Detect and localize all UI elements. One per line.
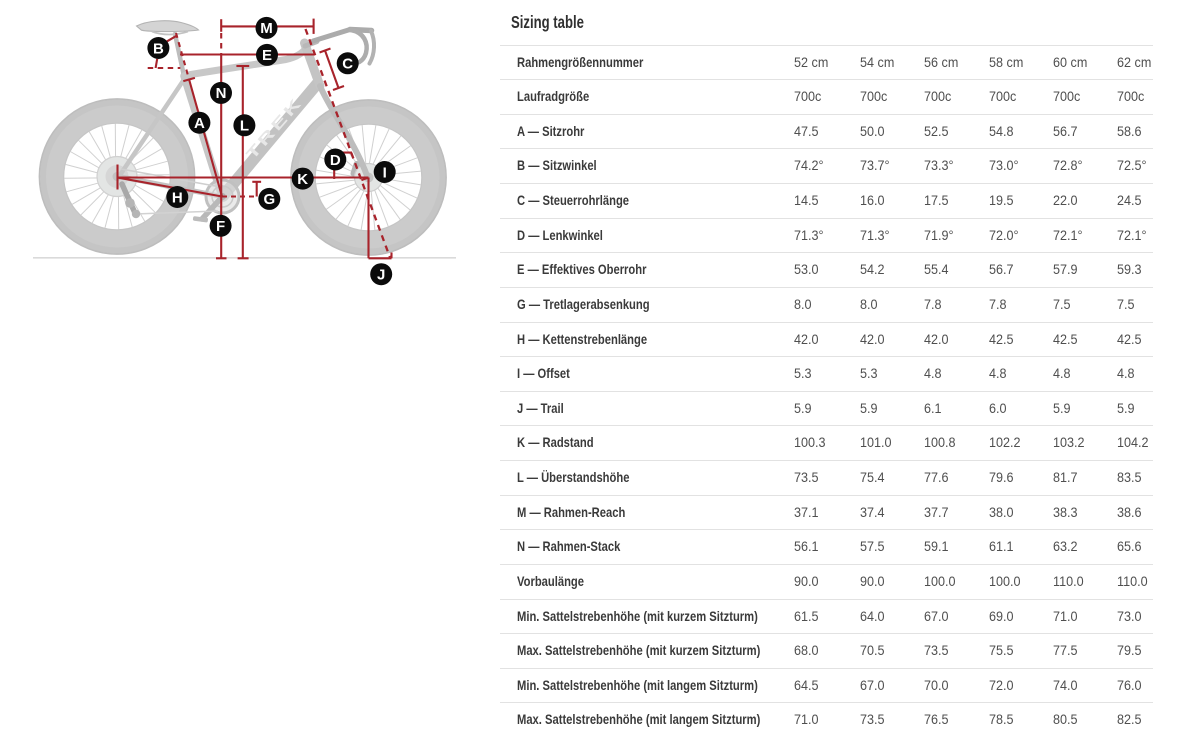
svg-text:B: B [153, 40, 164, 57]
svg-text:E: E [262, 47, 272, 64]
svg-text:C: C [342, 56, 353, 73]
svg-text:F: F [216, 218, 225, 235]
svg-text:J: J [377, 267, 385, 284]
svg-text:G: G [263, 191, 275, 208]
svg-text:M: M [260, 20, 273, 37]
svg-text:N: N [216, 85, 227, 102]
svg-text:L: L [240, 118, 249, 135]
svg-text:K: K [297, 171, 308, 188]
svg-text:A: A [194, 115, 205, 132]
svg-text:H: H [172, 189, 183, 206]
svg-text:I: I [383, 164, 387, 181]
svg-text:D: D [330, 152, 341, 169]
